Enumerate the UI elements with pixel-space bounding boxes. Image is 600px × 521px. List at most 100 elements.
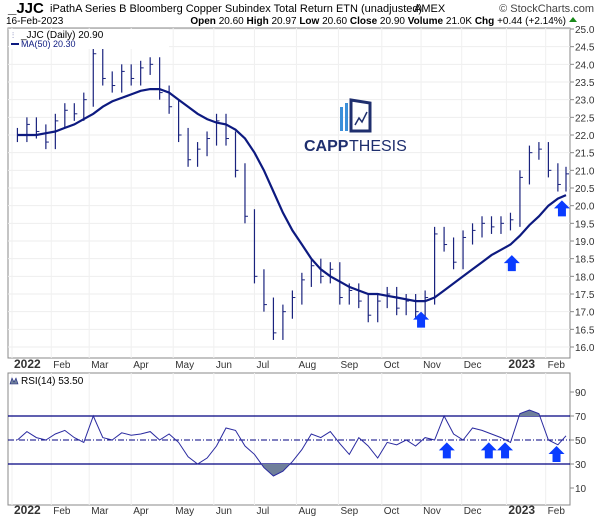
up-arrow-icon: [413, 311, 430, 328]
price-x-axis: 2022 Feb Mar Apr May Jun Jul Aug Sep Oct Nov Dec 202…: [14, 357, 565, 371]
x-tick-label: Mar: [91, 506, 109, 517]
open-label: Open: [190, 16, 216, 27]
x-tick-label: Apr: [133, 360, 149, 371]
x-tick-label: 2022: [14, 357, 41, 371]
x-tick-label: Nov: [423, 506, 441, 517]
up-arrow-icon: [497, 442, 514, 459]
x-tick-label: Feb: [548, 360, 566, 371]
price-bars: [16, 46, 569, 340]
logo-text-light: THESIS: [349, 138, 407, 155]
up-arrow-icon: [438, 442, 455, 459]
y-tick-label: 70: [575, 412, 587, 423]
close-label: Close: [350, 16, 378, 27]
y-tick-label: 24.0: [575, 60, 595, 71]
up-arrow-icon: [480, 442, 497, 459]
x-tick-label: Jun: [216, 360, 232, 371]
y-tick-label: 16.5: [575, 325, 595, 336]
y-tick-label: 18.0: [575, 272, 595, 283]
y-tick-label: 23.5: [575, 78, 595, 89]
exchange: AMEX: [414, 3, 446, 15]
x-tick-label: Sep: [340, 506, 358, 517]
ma-legend-icon: [11, 43, 19, 45]
x-tick-label: 2023: [508, 357, 535, 371]
y-tick-label: 24.5: [575, 43, 595, 54]
date: 16-Feb-2023: [6, 16, 64, 27]
x-tick-label: Oct: [384, 360, 400, 371]
low-label: Low: [299, 16, 319, 27]
legend-price: _JJC (Daily) 20.90: [20, 30, 104, 41]
up-arrow-icon: [503, 255, 520, 272]
quote-line: Open 20.60 High 20.97 Low 20.60 Close 20…: [190, 16, 566, 27]
x-tick-label: Nov: [423, 360, 441, 371]
x-tick-label: 2023: [508, 503, 535, 517]
x-tick-label: Jun: [216, 506, 232, 517]
y-tick-label: 17.5: [575, 290, 595, 301]
volume-label: Volume: [408, 16, 444, 27]
y-tick-label: 16.0: [575, 343, 595, 354]
high-label: High: [247, 16, 269, 27]
y-tick-label: 25.0: [575, 25, 595, 36]
rsi-arrows: [438, 442, 565, 462]
x-tick-label: Sep: [340, 360, 358, 371]
y-tick-label: 20.5: [575, 184, 595, 195]
price-gridlines: [8, 28, 570, 358]
up-triangle-icon: [569, 17, 577, 22]
ohlc-legend-icon: ⫶: [12, 31, 14, 40]
up-arrow-icon: [553, 200, 570, 217]
x-tick-label: May: [175, 360, 194, 371]
y-tick-label: 20.0: [575, 202, 595, 213]
y-tick-label: 10: [575, 484, 587, 495]
volume-value: 21.0K: [446, 16, 472, 27]
security-name: iPathA Series B Bloomberg Copper Subinde…: [50, 3, 422, 15]
copyright: © StockCharts.com: [499, 3, 594, 15]
rsi-legend-icon: [9, 377, 19, 385]
y-tick-label: 17.0: [575, 308, 595, 319]
high-value: 20.97: [272, 16, 297, 27]
y-tick-label: 22.0: [575, 131, 595, 142]
symbol: _JJC: [7, 0, 44, 17]
logo-text-bold: CAPP: [304, 138, 349, 155]
rsi-line: [17, 409, 567, 477]
x-tick-label: Jul: [256, 360, 269, 371]
x-tick-label: Apr: [133, 506, 149, 517]
y-tick-label: 90: [575, 388, 587, 399]
rsi-x-axis: 2022 Feb Mar Apr May Jun Jul Aug Sep Oct Nov Dec 202…: [14, 503, 565, 517]
x-tick-label: Feb: [53, 506, 71, 517]
capp-thesis-logo: CAPP THESIS: [304, 98, 407, 155]
x-tick-label: Mar: [91, 360, 109, 371]
y-tick-label: 50: [575, 436, 587, 447]
y-tick-label: 23.0: [575, 96, 595, 107]
y-tick-label: 19.5: [575, 219, 595, 230]
x-tick-label: Aug: [298, 506, 316, 517]
x-tick-label: Dec: [464, 360, 482, 371]
close-value: 20.90: [380, 16, 405, 27]
x-tick-label: 2022: [14, 503, 41, 517]
y-tick-label: 18.5: [575, 255, 595, 266]
y-tick-label: 30: [575, 460, 587, 471]
legend-box: [9, 29, 169, 49]
chg-value: +0.44 (+2.14%): [497, 16, 566, 27]
ma50-line: [17, 88, 567, 303]
y-tick-label: 21.5: [575, 149, 595, 160]
x-tick-label: Feb: [53, 360, 71, 371]
up-arrow-icon: [548, 446, 565, 462]
chg-label: Chg: [475, 16, 494, 27]
open-value: 20.60: [219, 16, 244, 27]
y-tick-label: 19.0: [575, 237, 595, 248]
x-tick-label: Dec: [464, 506, 482, 517]
y-tick-label: 22.5: [575, 113, 595, 124]
rsi-panel: [7, 372, 571, 506]
low-value: 20.60: [322, 16, 347, 27]
price-y-axis: 25.0 24.5 24.0 23.5 23.0 22.5 22.0 21.5 21.0 20.5…: [570, 25, 595, 354]
rsi-y-axis: 90 70 50 30 10: [570, 388, 587, 495]
price-arrows: [413, 200, 570, 328]
legend-ma: MA(50) 20.30: [21, 39, 76, 49]
x-tick-label: Aug: [298, 360, 316, 371]
x-tick-label: Feb: [548, 506, 566, 517]
x-tick-label: Oct: [384, 506, 400, 517]
x-tick-label: May: [175, 506, 194, 517]
x-tick-label: Jul: [256, 506, 269, 517]
y-tick-label: 21.0: [575, 166, 595, 177]
